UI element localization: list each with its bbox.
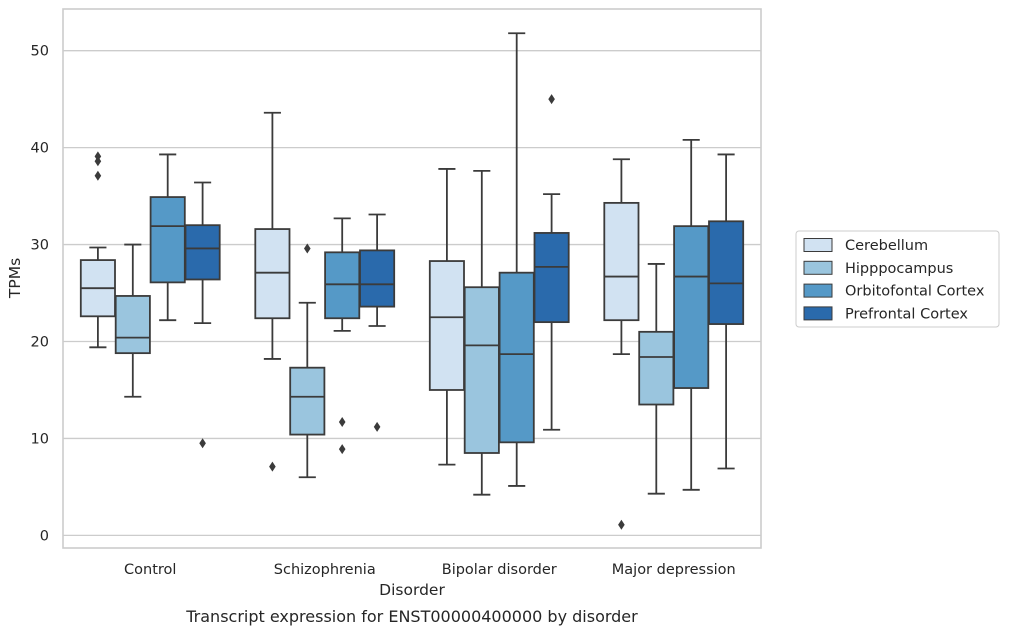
plot-boxes <box>79 32 745 530</box>
box-body <box>114 295 151 355</box>
y-tick-label: 40 <box>31 141 49 157</box>
box-3-0 <box>603 158 640 530</box>
y-tick-labels: 0 10 20 30 40 50 <box>31 44 49 545</box>
y-tick-label: 30 <box>31 238 49 254</box>
legend-label: Orbitofontal Cortex <box>845 284 985 300</box>
x-tick-label: Control <box>124 562 176 578</box>
legend-swatch <box>803 306 833 321</box>
box-1-1 <box>289 243 326 479</box>
box-body <box>184 224 221 281</box>
box-1-0 <box>254 111 291 472</box>
box-body <box>428 260 465 391</box>
box-3-1 <box>638 263 675 495</box>
y-tick-label: 20 <box>31 335 49 351</box>
outlier-point <box>618 519 625 530</box>
box-body <box>149 196 186 284</box>
outlier-point <box>304 243 311 254</box>
chart-caption: Transcript expression for ENST0000040000… <box>185 607 638 626</box>
y-tick-label: 0 <box>40 528 49 544</box>
box-body <box>254 228 291 320</box>
legend-label: Prefrontal Cortex <box>845 306 968 322</box>
y-tick-label: 50 <box>31 44 49 60</box>
box-2-3 <box>533 94 570 431</box>
box-2-2 <box>498 32 535 487</box>
box-body <box>603 201 640 322</box>
outlier-point <box>338 444 346 455</box>
box-body <box>359 249 396 308</box>
legend-label: Cerebellum <box>845 238 928 254</box>
outlier-point <box>199 438 206 449</box>
y-axis-title: TPMs <box>6 258 24 299</box>
box-1-3 <box>359 213 396 432</box>
outlier-point <box>338 416 346 427</box>
y-tick-label: 10 <box>31 431 49 447</box>
box-0-3 <box>184 181 221 449</box>
box-1-2 <box>324 217 361 455</box>
legend-swatch <box>803 238 833 252</box>
box-body <box>463 286 500 454</box>
x-axis-title: Disorder <box>379 581 445 599</box>
box-body <box>533 232 570 324</box>
box-body <box>638 330 675 406</box>
box-body <box>498 271 535 444</box>
box-body <box>708 220 745 325</box>
legend: Cerebellum Hipppocampus Orbitofontal Corte… <box>795 230 1000 328</box>
box-body <box>673 225 710 389</box>
x-tick-labels: Control Schizophrenia Bipolar disorder Majo… <box>124 562 736 578</box>
box-3-2 <box>673 138 710 491</box>
outlier-point <box>269 461 276 472</box>
box-body <box>324 251 361 320</box>
box-0-0 <box>79 151 116 349</box>
outlier-point <box>94 170 102 181</box>
legend-label: Hipppocampus <box>845 261 953 277</box>
outlier-point <box>548 94 555 105</box>
outlier-point <box>373 421 381 432</box>
box-2-1 <box>463 169 500 496</box>
box-2-0 <box>428 168 465 466</box>
outlier-point <box>94 151 102 162</box>
box-body <box>289 366 326 436</box>
box-0-2 <box>149 153 186 322</box>
box-3-3 <box>708 153 745 470</box>
box-0-1 <box>114 243 151 398</box>
x-tick-label: Major depression <box>612 562 736 578</box>
legend-swatch <box>803 283 833 298</box>
legend-swatch <box>803 260 833 275</box>
x-tick-label: Schizophrenia <box>274 562 376 578</box>
legend-frame <box>795 230 1000 328</box>
plot-frame <box>62 8 762 549</box>
x-tick-label: Bipolar disorder <box>442 562 557 578</box>
